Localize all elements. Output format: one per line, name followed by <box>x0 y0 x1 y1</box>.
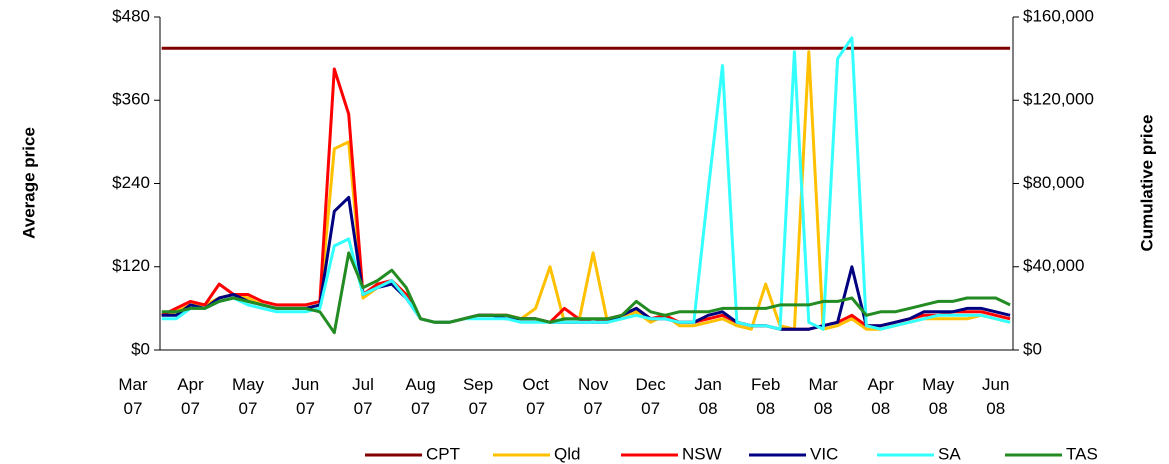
y-tick-label: $240 <box>112 173 150 192</box>
series-line <box>161 36 1011 331</box>
x-tick-label: May 07 <box>231 375 265 418</box>
y2-tick-label: $80,000 <box>1023 173 1084 192</box>
x-tick-label: Jul 07 <box>352 375 374 418</box>
legend-label: NSW <box>682 444 722 463</box>
legend-label: TAS <box>1066 444 1098 463</box>
x-tick-label: Jan 08 <box>694 375 722 418</box>
legend-label: Qld <box>554 444 580 463</box>
y-tick-label: $480 <box>112 6 150 25</box>
legend-label: VIC <box>810 444 838 463</box>
y2-tick-label: $0 <box>1023 339 1042 358</box>
x-tick-label: Aug 07 <box>405 375 436 418</box>
x-tick-label: Jun 07 <box>291 375 320 418</box>
x-tick-label: Mar 07 <box>118 375 148 418</box>
x-tick-label: May 08 <box>922 375 955 418</box>
series-line <box>161 50 1011 331</box>
y-tick-label: $120 <box>112 256 150 275</box>
series-line <box>161 251 1011 335</box>
y-tick-label: $360 <box>112 90 150 109</box>
y2-tick-label: $160,000 <box>1023 6 1094 25</box>
x-tick-label: Feb 08 <box>751 375 781 418</box>
x-tick-label: Nov 07 <box>577 375 609 418</box>
legend-label: SA <box>938 444 961 463</box>
x-tick-label: Oct 07 <box>522 375 549 418</box>
y-axis-title: Average price <box>19 127 38 239</box>
y2-tick-label: $120,000 <box>1023 90 1094 109</box>
x-tick-label: Dec 07 <box>635 375 666 418</box>
x-tick-label: Mar 08 <box>808 375 838 418</box>
y-tick-label: $0 <box>131 339 150 358</box>
y2-tick-label: $40,000 <box>1023 256 1084 275</box>
x-tick-label: Apr 07 <box>177 375 204 418</box>
y2-axis-title: Cumulative price <box>1137 115 1156 252</box>
legend-label: CPT <box>426 444 460 463</box>
x-tick-label: Sep 07 <box>462 375 494 418</box>
x-tick-label: Jun 08 <box>982 375 1010 418</box>
x-tick-label: Apr 08 <box>867 375 894 418</box>
